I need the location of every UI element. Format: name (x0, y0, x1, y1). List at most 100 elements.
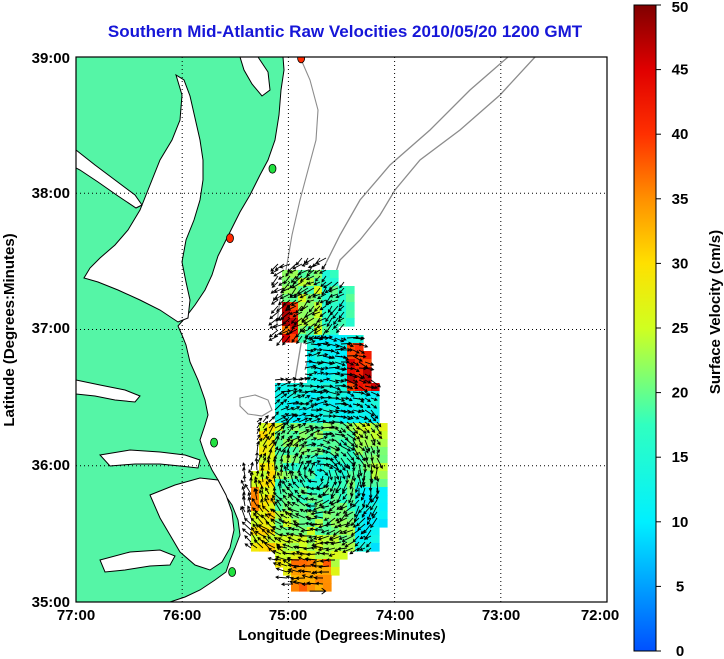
velocity-vector (317, 493, 330, 499)
velocity-vector (280, 435, 285, 441)
velocity-vector (342, 493, 348, 500)
velocity-vector (308, 535, 318, 539)
velocity-vector (370, 421, 379, 428)
velocity-vector (268, 415, 276, 423)
velocity-cell (315, 495, 324, 504)
velocity-vector (297, 269, 309, 276)
velocity-cell (307, 359, 316, 368)
velocity-vector (304, 353, 313, 357)
velocity-vector (376, 439, 381, 446)
velocity-vector (256, 417, 263, 423)
velocity-vector (279, 293, 291, 300)
velocity-cell (275, 527, 284, 536)
velocity-vector (350, 529, 360, 536)
velocity-cell (315, 343, 324, 352)
velocity-vector (322, 439, 331, 444)
velocity-cell (379, 431, 388, 440)
velocity-cell (283, 391, 292, 400)
velocity-vector (304, 433, 314, 441)
velocity-vector (241, 521, 252, 531)
velocity-cell (347, 535, 356, 544)
x-tick-label: 75:00 (269, 607, 307, 624)
velocity-vector (344, 511, 354, 517)
velocity-vector (322, 463, 334, 470)
velocity-cell (371, 487, 380, 496)
velocity-vector (334, 337, 345, 343)
velocity-vector (310, 448, 322, 453)
velocity-cell (347, 519, 356, 528)
velocity-vector (290, 317, 297, 325)
colorbar-label: Surface Velocity (cm/s) (707, 230, 724, 394)
map-title: Southern Mid-Atlantic Raw Velocities 201… (107, 22, 583, 41)
x-axis: 77:00 76:00 75:00 74:00 73:00 72:00 (57, 607, 619, 624)
velocity-cell (347, 367, 356, 376)
velocity-vector (299, 293, 309, 299)
velocity-vector (351, 463, 356, 472)
velocity-cell (355, 511, 364, 520)
velocity-vector (316, 299, 321, 306)
velocity-vector (361, 499, 366, 508)
velocity-vector (312, 505, 324, 511)
velocity-cell (291, 495, 300, 504)
velocity-cell (347, 543, 356, 552)
velocity-cell (291, 535, 300, 544)
velocity-cell (267, 431, 276, 440)
velocity-cell (379, 423, 388, 432)
velocity-vector (312, 293, 321, 298)
velocity-vector (335, 293, 345, 299)
velocity-vector (375, 487, 379, 501)
velocity-vector (361, 487, 366, 497)
velocity-vector (286, 486, 294, 495)
velocity-cell (355, 359, 364, 368)
velocity-vector (273, 287, 285, 294)
velocity-vector (352, 457, 356, 466)
velocity-cell (291, 391, 300, 400)
velocity-vector (257, 504, 264, 513)
velocity-vector (335, 487, 342, 494)
velocity-vector (365, 541, 372, 548)
velocity-cell (307, 511, 316, 520)
velocity-vector (286, 426, 294, 435)
velocity-vector (342, 505, 354, 514)
velocity-vector (256, 440, 260, 453)
velocity-vector (274, 386, 281, 393)
velocity-vector (364, 403, 371, 409)
velocity-cell (315, 583, 324, 592)
velocity-cell (371, 407, 380, 416)
velocity-vector (270, 529, 282, 537)
velocity-vector (310, 429, 321, 435)
velocity-vector (301, 564, 312, 568)
velocity-vector (354, 541, 360, 547)
velocity-cell (282, 294, 291, 303)
velocity-vector (277, 317, 285, 321)
velocity-cell (307, 551, 316, 560)
velocity-vector (256, 434, 261, 441)
velocity-vector (358, 427, 367, 434)
velocity-cell (299, 583, 308, 592)
velocity-cell (291, 511, 300, 520)
velocity-cell (282, 302, 291, 311)
velocity-vector (346, 379, 359, 386)
colorbar-gradient (633, 4, 657, 652)
velocity-cell (339, 423, 348, 432)
velocity-vector (315, 581, 324, 586)
velocity-cell (379, 519, 388, 528)
velocity-vector (280, 520, 294, 525)
velocity-cell (331, 471, 340, 480)
velocity-vector (364, 361, 375, 366)
velocity-vector (286, 413, 297, 423)
velocity-cell (339, 519, 348, 528)
velocity-cell (291, 479, 300, 488)
velocity-cell (315, 551, 324, 560)
velocity-cell (291, 559, 300, 568)
velocity-cell (331, 503, 340, 512)
velocity-vector (269, 311, 279, 320)
velocity-vector (312, 544, 324, 549)
velocity-vector (274, 500, 282, 513)
velocity-vector (328, 409, 340, 414)
velocity-vector (327, 299, 339, 305)
velocity-vector (364, 379, 372, 384)
velocity-cell (291, 551, 300, 560)
velocity-vector (308, 305, 315, 313)
velocity-vector (349, 547, 360, 555)
